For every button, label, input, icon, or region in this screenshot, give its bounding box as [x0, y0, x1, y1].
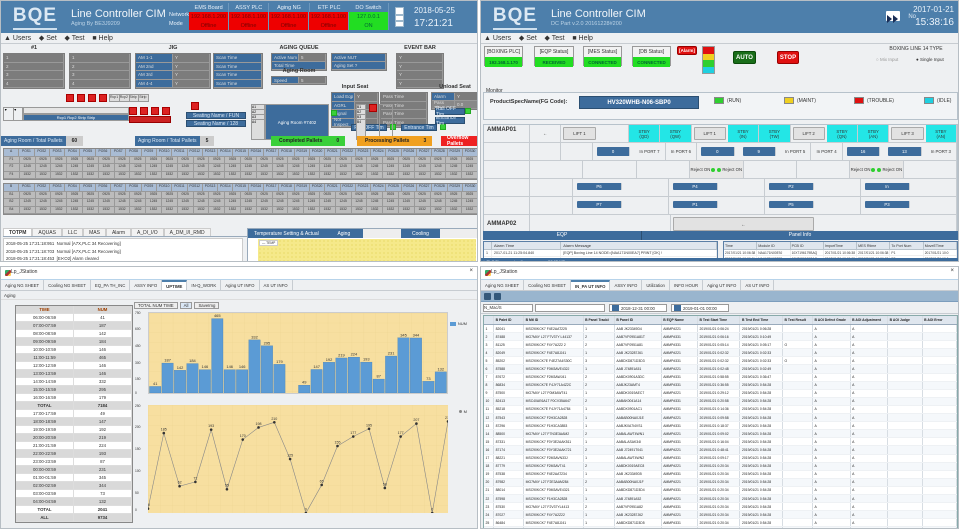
svg-text:210: 210	[271, 417, 277, 421]
svg-text:207: 207	[413, 418, 419, 422]
svg-text:0: 0	[305, 508, 307, 512]
svg-text:49: 49	[302, 380, 306, 385]
svg-text:177: 177	[350, 431, 356, 435]
svg-text:0: 0	[431, 508, 433, 512]
svg-text:132: 132	[437, 366, 444, 371]
svg-text:332: 332	[251, 334, 258, 339]
svg-text:219: 219	[338, 353, 345, 358]
svg-text:72: 72	[193, 476, 197, 480]
svg-text:231: 231	[388, 351, 395, 356]
svg-text:465: 465	[214, 313, 221, 318]
svg-text:87: 87	[377, 374, 381, 379]
svg-text:295: 295	[264, 340, 271, 345]
svg-text:65: 65	[320, 479, 324, 483]
svg-text:193: 193	[208, 424, 214, 428]
svg-text:179: 179	[276, 359, 283, 364]
svg-text:184: 184	[189, 358, 196, 363]
svg-text:195: 195	[366, 423, 372, 427]
svg-text:55: 55	[225, 484, 229, 488]
svg-text:344: 344	[413, 333, 420, 338]
svg-text:41: 41	[153, 381, 157, 386]
svg-text:146: 146	[226, 364, 233, 369]
svg-text:146: 146	[202, 364, 209, 369]
svg-text:192: 192	[326, 357, 333, 362]
svg-text:185: 185	[161, 428, 167, 432]
svg-text:147: 147	[313, 364, 320, 369]
svg-text:62: 62	[178, 481, 182, 485]
svg-text:170: 170	[240, 434, 246, 438]
svg-text:193: 193	[363, 357, 370, 362]
svg-text:142: 142	[177, 365, 184, 370]
svg-text:187: 187	[164, 358, 171, 363]
svg-text:125: 125	[287, 454, 293, 458]
svg-text:198: 198	[256, 422, 262, 426]
svg-text:10: 10	[148, 503, 150, 507]
svg-text:58: 58	[383, 482, 387, 486]
svg-text:146: 146	[239, 364, 246, 369]
svg-text:345: 345	[400, 332, 407, 337]
svg-text:212: 212	[445, 416, 448, 420]
svg-text:177: 177	[398, 431, 404, 435]
svg-text:155: 155	[334, 441, 340, 445]
svg-text:224: 224	[351, 352, 358, 357]
